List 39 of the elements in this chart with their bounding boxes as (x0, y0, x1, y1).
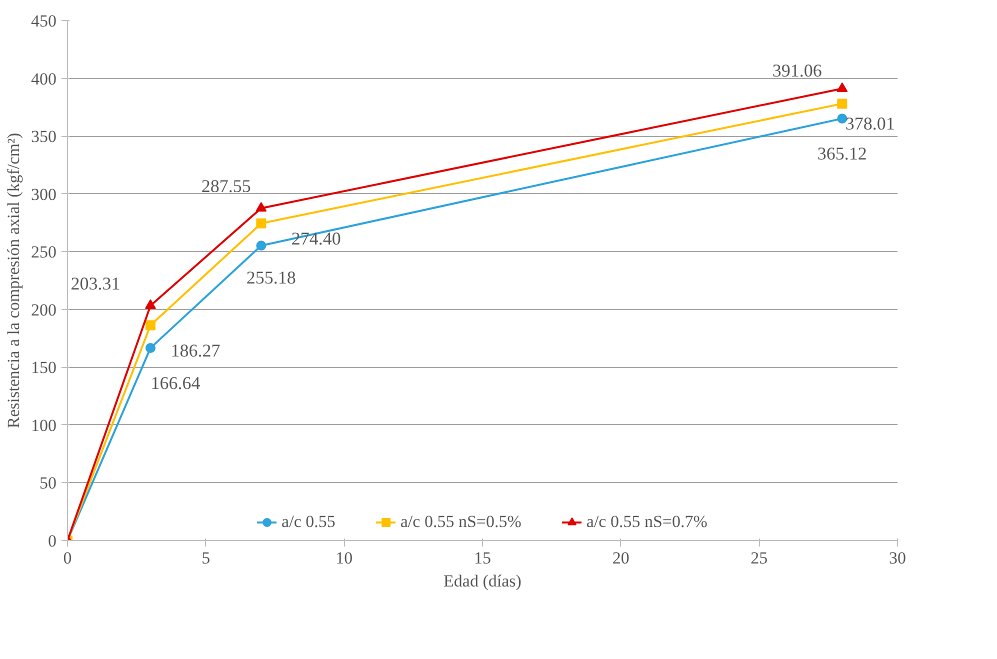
data-label: 365.12 (817, 144, 867, 164)
x-tick-label: 30 (889, 548, 906, 568)
point (256, 240, 266, 251)
x-tick-label: 0 (63, 548, 72, 568)
point (145, 299, 156, 309)
data-label: 287.55 (201, 176, 251, 196)
point (256, 202, 267, 212)
data-label: 378.01 (845, 114, 895, 134)
data-label: 203.31 (70, 274, 120, 294)
data-label: 274.40 (291, 228, 341, 248)
x-tick-label: 5 (202, 548, 210, 568)
data-label: 166.64 (150, 372, 200, 393)
y-tick-label: 250 (31, 242, 56, 262)
y-tick-label: 300 (31, 184, 56, 204)
point (837, 98, 848, 109)
y-tick-label: 50 (40, 474, 56, 493)
y-tick-label: 200 (31, 300, 56, 320)
y-axis-title: Resistencia a la compresión axial (kgf/cm²) (4, 132, 23, 428)
y-tick-label: 400 (31, 69, 56, 88)
y-tick-label: 150 (31, 358, 56, 378)
y-tick-label: 350 (31, 127, 56, 146)
y-tick-label: 0 (48, 532, 56, 550)
data-label: 255.18 (246, 268, 296, 288)
x-tick-label: 10 (336, 548, 353, 568)
data-label: 186.27 (170, 340, 220, 360)
y-tick-label: 450 (31, 12, 56, 30)
y-tick-label: 100 (31, 416, 56, 435)
x-tick-label: 20 (612, 548, 630, 568)
point (146, 342, 156, 353)
legend-label: a/c 0.55 (282, 512, 336, 532)
legend-label: a/c 0.55 nS=0.5% (400, 512, 522, 532)
point (146, 320, 156, 330)
x-axis-title: Edad (días) (444, 572, 522, 590)
x-tick-label: 25 (750, 548, 768, 568)
data-label: 391.06 (772, 60, 822, 81)
point (256, 218, 266, 228)
point (837, 114, 848, 124)
legend-label: a/c 0.55 nS=0.7% (586, 512, 708, 532)
x-tick-label: 15 (474, 548, 491, 568)
